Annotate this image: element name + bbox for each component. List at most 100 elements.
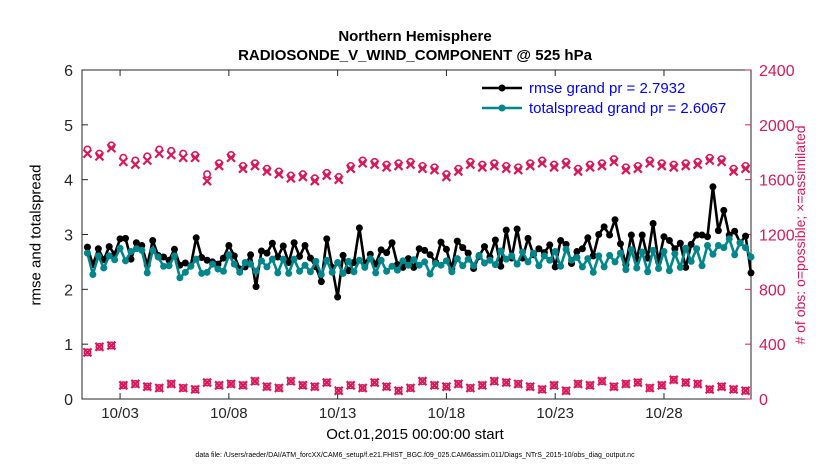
y-axis-label-left: rmse and totalspread: [27, 164, 45, 306]
x-tick-label: 10/28: [645, 405, 683, 422]
totalspread-point: [731, 251, 739, 259]
rmse-point: [742, 232, 750, 240]
rmse-point: [83, 243, 91, 251]
totalspread-point: [497, 247, 505, 255]
totalspread-point: [671, 250, 679, 258]
rmse-point: [464, 249, 472, 257]
totalspread-point: [399, 257, 407, 265]
totalspread-point: [122, 257, 130, 265]
totalspread-point: [714, 241, 722, 249]
obs-possible-low-point: [394, 386, 403, 395]
obs-possible-low-point: [131, 379, 140, 388]
rmse-point: [290, 239, 298, 247]
obs-assimilated-point: [537, 158, 547, 168]
totalspread-point: [655, 264, 663, 272]
obs-possible-low-point: [179, 384, 188, 393]
obs-possible-low-point: [334, 386, 343, 395]
totalspread-point: [312, 257, 320, 265]
obs-assimilated-point: [333, 174, 344, 185]
rmse-point: [584, 234, 592, 242]
obs-assimilated-point: [417, 163, 428, 174]
rmse-point: [638, 231, 646, 239]
obs-assimilated-point: [585, 162, 595, 173]
obs-assimilated-point: [501, 163, 512, 174]
y-tick-label: 6: [64, 63, 73, 80]
rmse-point: [524, 234, 532, 242]
rmse-point: [415, 245, 423, 253]
rmse-point: [317, 278, 325, 286]
x-tick-label: 10/03: [101, 405, 139, 422]
obs-assimilated-low-point: [609, 381, 619, 392]
rmse-point: [595, 231, 603, 238]
totalspread-point: [616, 249, 624, 257]
chart-subtitle: RADIOSONDE_V_WIND_COMPONENT @ 525 hPa: [238, 47, 592, 64]
totalspread-point: [350, 268, 358, 276]
totalspread-point: [426, 270, 434, 278]
rmse-point: [301, 241, 309, 249]
obs-assimilated-low-point: [561, 385, 571, 396]
totalspread-point: [241, 258, 249, 266]
obs-assimilated-low-point: [453, 379, 464, 389]
totalspread-point: [236, 268, 244, 276]
rmse-point: [557, 237, 565, 245]
totalspread-point: [415, 261, 423, 269]
rmse-point: [263, 249, 271, 257]
obs-assimilated-point: [489, 161, 500, 171]
rmse-point: [138, 241, 146, 249]
totalspread-point: [290, 255, 298, 263]
y-tick-label: 2: [64, 282, 73, 299]
obs-assimilated-low-point: [250, 376, 260, 386]
rmse-point: [687, 240, 695, 248]
obs-assimilated-point: [345, 163, 356, 174]
obs-assimilated-point: [310, 176, 320, 186]
chart-title: Northern Hemisphere: [338, 28, 492, 45]
obs-assimilated-low-point: [357, 383, 368, 393]
totalspread-point: [111, 256, 119, 264]
totalspread-point: [306, 268, 314, 276]
obs-assimilated-point: [286, 173, 296, 184]
obs-assimilated-low-point: [657, 380, 667, 391]
legend-label: totalspread grand pr = 2.6067: [529, 100, 726, 117]
obs-possible-low-point: [286, 377, 295, 386]
totalspread-point: [116, 244, 124, 252]
obs-possible-low-point: [119, 381, 128, 390]
rmse-point: [323, 235, 331, 243]
obs-assimilated-low-point: [142, 381, 153, 392]
totalspread-point: [546, 256, 554, 264]
rmse-point: [693, 231, 701, 239]
totalspread-point: [725, 235, 733, 243]
obs-assimilated-low-point: [369, 377, 380, 388]
rmse-point: [720, 206, 728, 214]
obs-assimilated-point: [405, 159, 416, 170]
obs-possible-low-point: [717, 382, 726, 391]
totalspread-point: [562, 245, 570, 253]
obs-assimilated-low-point: [692, 379, 703, 389]
totalspread-point: [355, 256, 363, 264]
rmse-point: [649, 220, 657, 228]
obs-assimilated-low-point: [154, 383, 165, 393]
rmse-point: [502, 226, 510, 234]
rmse-point: [225, 241, 233, 249]
rmse-point: [551, 263, 559, 271]
obs-assimilated-low-point: [94, 342, 105, 352]
obs-possible-low-point: [562, 386, 571, 395]
totalspread-point: [687, 257, 695, 265]
totalspread-point: [323, 256, 331, 264]
obs-assimilated-low-point: [573, 379, 583, 389]
totalspread-point: [301, 261, 309, 269]
rmse-point: [132, 239, 140, 247]
totalspread-point: [622, 266, 630, 274]
totalspread-point: [285, 269, 293, 277]
obs-assimilated-point: [226, 152, 236, 163]
totalspread-point: [143, 269, 151, 277]
totalspread-point: [649, 246, 657, 254]
obs-assimilated-point: [190, 152, 200, 163]
totalspread-point: [334, 258, 342, 266]
obs-assimilated-low-point: [513, 379, 523, 389]
rmse-point: [459, 244, 467, 252]
obs-possible-low-point: [609, 382, 618, 391]
totalspread-point: [513, 260, 521, 268]
obs-possible-low-point: [83, 348, 92, 357]
rmse-point: [747, 269, 755, 277]
rmse-point: [355, 224, 363, 232]
